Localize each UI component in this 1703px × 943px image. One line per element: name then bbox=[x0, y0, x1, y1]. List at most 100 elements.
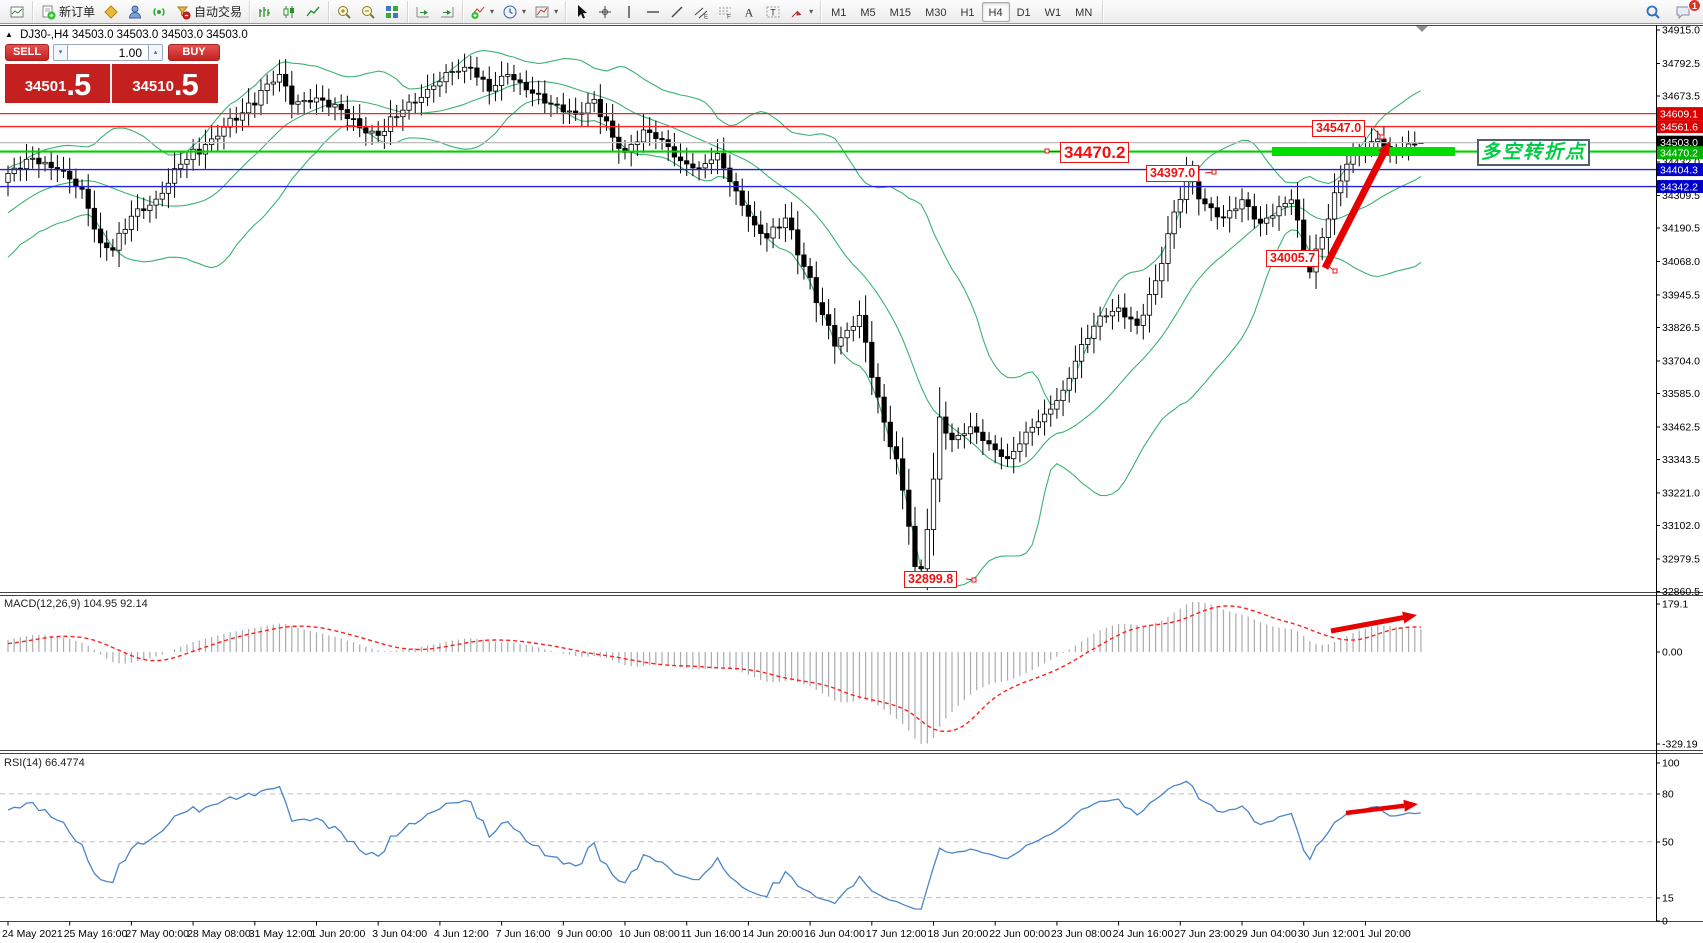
price-tick-label: 33462.5 bbox=[1662, 422, 1700, 434]
price-tag bbox=[1657, 163, 1703, 177]
timeframe-m5[interactable]: M5 bbox=[860, 6, 876, 19]
cursor-button[interactable] bbox=[569, 2, 593, 22]
toolbar-group bbox=[329, 0, 409, 23]
macd-indicator-label: MACD(12,26,9) 104.95 92.14 bbox=[4, 598, 148, 610]
price-tag-label: 34342.2 bbox=[1660, 181, 1698, 193]
auto-scroll-button[interactable] bbox=[411, 2, 435, 22]
main-toolbar: 新订单 自动交易 ▾ ▾ ▾ E F A T ▾ M1 M5 M15 M30 H1 H4 D1 W1 MN 1 bbox=[0, 0, 1703, 24]
annotation-label-32899.8[interactable]: 32899.8 bbox=[904, 571, 958, 588]
time-tick-label: 1 Jul 20:00 bbox=[1359, 928, 1411, 940]
rsi-scale-label: 50 bbox=[1662, 837, 1674, 849]
price-tick-label: 33826.5 bbox=[1662, 322, 1700, 334]
tile-windows-icon bbox=[386, 5, 399, 18]
annotation-label-34547.0[interactable]: 34547.0 bbox=[1312, 120, 1366, 137]
price-tick-label: 33945.5 bbox=[1662, 290, 1700, 302]
navigator-button[interactable] bbox=[123, 2, 147, 22]
price-tag bbox=[1657, 120, 1703, 134]
timeframe-m15[interactable]: M15 bbox=[889, 6, 912, 19]
chart-shift-button[interactable] bbox=[435, 2, 459, 22]
candle-chart-button[interactable] bbox=[277, 2, 301, 22]
timeframe-w1[interactable]: W1 bbox=[1044, 6, 1062, 19]
red-arrow[interactable] bbox=[1330, 615, 1404, 634]
tile-windows-button[interactable] bbox=[380, 2, 404, 22]
volume-increase-button[interactable]: ▴ bbox=[148, 44, 163, 61]
price-tag-label: 34470.2 bbox=[1660, 148, 1698, 160]
fibonacci-button[interactable]: F bbox=[713, 2, 737, 22]
svg-text:A: A bbox=[745, 5, 754, 19]
timeframe-d1[interactable]: D1 bbox=[1016, 6, 1031, 19]
toolbar-group: ▾ ▾ ▾ bbox=[463, 0, 567, 23]
indicators-button[interactable]: ▾ bbox=[466, 2, 498, 22]
price-axis[interactable]: 34915.034792.534673.534551.034432.034309… bbox=[1656, 25, 1703, 928]
price-tick-label: 33102.0 bbox=[1662, 520, 1700, 532]
chart-shift-marker[interactable] bbox=[1416, 26, 1428, 32]
line-chart-button[interactable] bbox=[301, 2, 325, 22]
volume-input[interactable] bbox=[68, 44, 148, 61]
red-arrow[interactable] bbox=[1345, 803, 1405, 816]
bar-chart-button[interactable] bbox=[253, 2, 277, 22]
bollinger-upper-band bbox=[7, 49, 1422, 406]
zoom-in-button[interactable] bbox=[332, 2, 356, 22]
macd-scale-label: 179.1 bbox=[1662, 599, 1688, 611]
annotation-label-34470.2[interactable]: 34470.2 bbox=[1060, 142, 1130, 163]
crosshair-button[interactable] bbox=[593, 2, 617, 22]
toolbar-button-label: 新订单 bbox=[59, 5, 96, 19]
templates-button[interactable]: ▾ bbox=[530, 2, 562, 22]
text-label-button[interactable]: T bbox=[761, 2, 785, 22]
search-button[interactable] bbox=[1641, 2, 1665, 22]
vertical-line-button[interactable] bbox=[617, 2, 641, 22]
time-tick-label: 23 Jun 08:00 bbox=[1051, 928, 1112, 940]
red-arrow[interactable] bbox=[1321, 151, 1387, 270]
sell-button[interactable]: SELL bbox=[5, 44, 49, 61]
volume-decrease-button[interactable]: ▾ bbox=[53, 44, 68, 61]
buy-price-display[interactable]: 34510 .5 bbox=[112, 64, 218, 103]
turning-point-note[interactable]: 多空转折点 bbox=[1477, 139, 1590, 166]
timeframe-mn[interactable]: MN bbox=[1075, 6, 1093, 19]
annotation-label-34397.0[interactable]: 34397.0 bbox=[1146, 165, 1200, 182]
time-tick-label: 30 Jun 12:00 bbox=[1298, 928, 1359, 940]
zoom-out-button[interactable] bbox=[356, 2, 380, 22]
text-button[interactable]: A bbox=[737, 2, 761, 22]
one-click-trading-panel: SELL ▾ ▴ BUY 34501 .5 34510 .5 bbox=[5, 44, 220, 103]
main-chart-pane[interactable] bbox=[0, 49, 1656, 591]
turning-zone-bar[interactable] bbox=[1272, 147, 1455, 156]
horizontal-line-button[interactable] bbox=[641, 2, 665, 22]
rsi-pane[interactable] bbox=[0, 780, 1656, 910]
macd-pane[interactable] bbox=[7, 601, 1422, 745]
chevron-down-icon: ▾ bbox=[522, 7, 527, 16]
line-chart-icon bbox=[306, 6, 320, 16]
time-tick-label: 31 May 12:00 bbox=[249, 928, 313, 940]
new-chart-button[interactable] bbox=[5, 2, 29, 22]
collapse-panel-icon[interactable]: ▲ bbox=[5, 30, 13, 39]
timeframe-h1[interactable]: H1 bbox=[960, 6, 975, 19]
periods-icon bbox=[503, 5, 517, 18]
buy-button[interactable]: BUY bbox=[168, 44, 220, 61]
toolbar-button-label: 自动交易 bbox=[194, 5, 243, 19]
periods-button[interactable]: ▾ bbox=[498, 2, 530, 22]
price-tick-label: 34915.0 bbox=[1662, 25, 1700, 37]
timeframe-m30[interactable]: M30 bbox=[925, 6, 947, 19]
svg-text:F: F bbox=[727, 13, 731, 20]
arrows-button[interactable]: ▾ bbox=[785, 2, 817, 22]
signals-button[interactable] bbox=[147, 2, 171, 22]
trendline-button[interactable] bbox=[665, 2, 689, 22]
bar-chart-icon bbox=[259, 6, 271, 17]
indicators-icon bbox=[471, 6, 485, 19]
candles bbox=[5, 53, 1424, 591]
timeframe-m1[interactable]: M1 bbox=[831, 6, 847, 19]
time-tick-label: 24 Jun 16:00 bbox=[1113, 928, 1174, 940]
navigator-icon bbox=[129, 5, 142, 18]
equidistant-channel-button[interactable]: E bbox=[689, 2, 713, 22]
timeframe-h4[interactable]: H4 bbox=[981, 1, 1010, 22]
market-watch-button[interactable] bbox=[99, 2, 123, 22]
sell-price-display[interactable]: 34501 .5 bbox=[5, 64, 112, 103]
crosshair-icon bbox=[599, 5, 612, 18]
notifications-button[interactable]: 1 bbox=[1671, 0, 1701, 22]
chart-shift-icon bbox=[441, 6, 454, 17]
new-order-button[interactable]: 新订单 bbox=[36, 2, 99, 22]
zoom-in-icon bbox=[338, 5, 351, 19]
annotation-label-34005.7[interactable]: 34005.7 bbox=[1266, 250, 1320, 267]
auto-trading-button[interactable]: 自动交易 bbox=[171, 2, 246, 22]
